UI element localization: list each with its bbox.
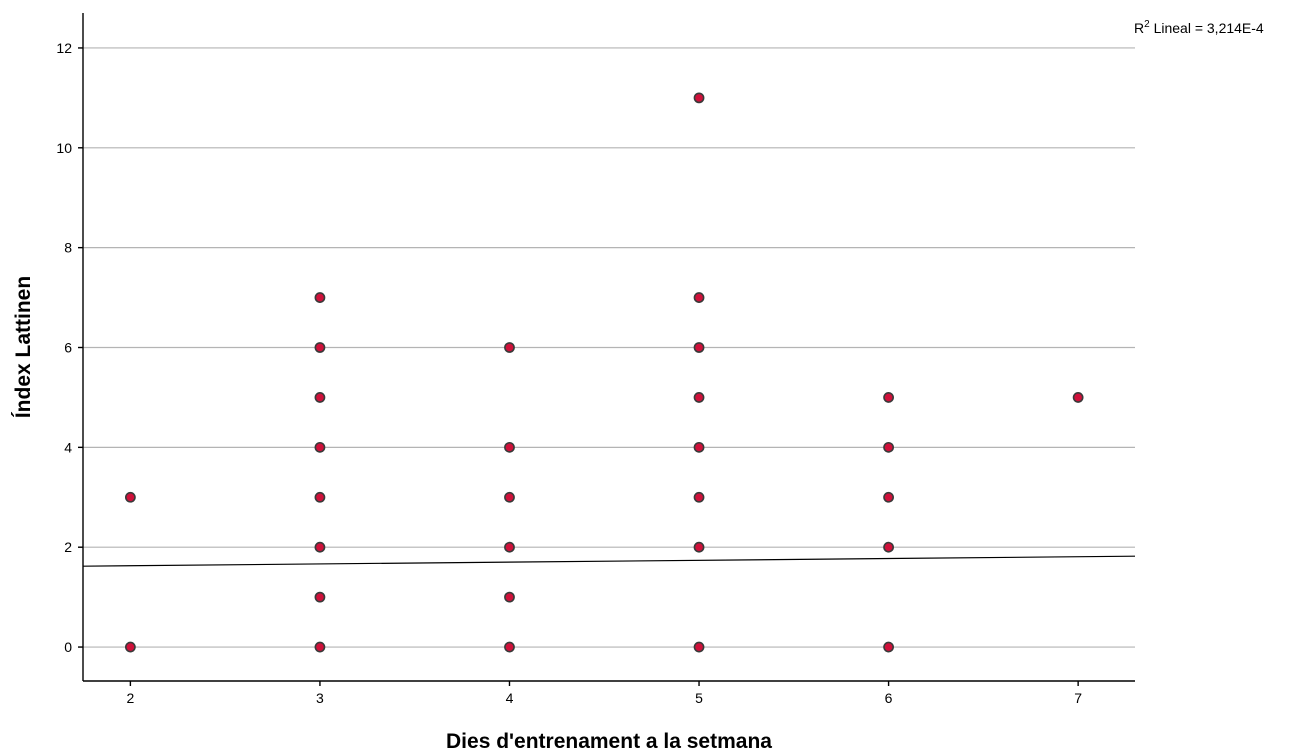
scatter-point xyxy=(314,591,326,603)
x-tick-label: 5 xyxy=(695,690,703,706)
scatter-point xyxy=(504,541,515,553)
y-tick-label: 6 xyxy=(64,339,72,355)
scatter-point xyxy=(504,591,515,603)
x-axis-title: Dies d'entrenament a la setmana xyxy=(446,730,772,749)
y-tick-label: 8 xyxy=(64,240,72,256)
scatter-point xyxy=(693,342,705,353)
scatter-point xyxy=(504,342,515,353)
scatter-point xyxy=(883,392,894,403)
scatter-point xyxy=(314,641,326,653)
scatter-point xyxy=(504,641,515,653)
scatter-point xyxy=(124,491,136,503)
fit-line-group xyxy=(82,555,1136,567)
axes xyxy=(78,13,1135,686)
scatter-point xyxy=(883,441,894,453)
scatter-point xyxy=(314,441,326,453)
gridlines xyxy=(83,47,1135,648)
y-tick-label: 2 xyxy=(64,539,72,555)
r-squared-annotation: R2 Lineal = 3,214E-4 xyxy=(1134,19,1264,36)
tick-labels: 0 2 4 6 8 10 12 2 3 4 5 6 7 xyxy=(56,40,1082,706)
scatter-point xyxy=(693,441,705,453)
scatter-point xyxy=(693,641,705,653)
scatter-point xyxy=(124,641,136,653)
scatter-point xyxy=(504,491,515,503)
scatter-point xyxy=(883,641,894,653)
scatter-point xyxy=(314,342,326,353)
scatter-point xyxy=(693,491,705,503)
scatter-point xyxy=(693,292,705,303)
scatter-point xyxy=(314,292,326,303)
x-tick-label: 3 xyxy=(316,690,324,706)
scatter-point xyxy=(1072,392,1084,403)
x-tick-label: 7 xyxy=(1074,690,1082,706)
scatter-point xyxy=(314,392,326,403)
y-axis-title: Índex Lattinen xyxy=(12,276,35,418)
x-tick-label: 2 xyxy=(126,690,134,706)
scatter-point xyxy=(504,441,515,453)
y-tick-label: 4 xyxy=(64,439,72,455)
scatter-point xyxy=(883,491,894,503)
x-tick-label: 6 xyxy=(885,690,893,706)
scatter-point xyxy=(693,392,705,403)
x-tick-label: 4 xyxy=(506,690,514,706)
regression-fit-line xyxy=(82,555,1136,567)
scatter-point xyxy=(314,541,326,553)
data-points xyxy=(124,92,1084,653)
scatter-point xyxy=(883,541,894,553)
r-squared-superscript: 2 xyxy=(1144,19,1150,30)
y-tick-label: 10 xyxy=(56,140,72,156)
scatter-point xyxy=(693,92,705,104)
y-tick-label: 0 xyxy=(64,639,72,655)
y-tick-label: 12 xyxy=(56,40,72,56)
r-squared-value: Lineal = 3,214E-4 xyxy=(1150,20,1264,36)
scatter-point xyxy=(314,491,326,503)
scatter-point xyxy=(693,541,705,553)
r-squared-base: R xyxy=(1134,20,1144,36)
